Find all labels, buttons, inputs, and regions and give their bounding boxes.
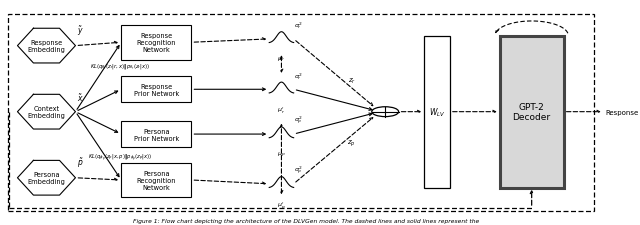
Text: $\sigma_p^2$: $\sigma_p^2$ [294,164,302,176]
Text: $KL(q_{\phi_p}(z_p|x,p)\| p_{\phi_p}(z_p|x))$: $KL(q_{\phi_p}(z_p|x,p)\| p_{\phi_p}(z_p… [88,152,152,163]
Text: $\tilde{p}$: $\tilde{p}$ [77,156,83,169]
FancyBboxPatch shape [121,163,191,198]
Text: Response
Recognition
Network: Response Recognition Network [136,33,176,53]
Text: Context
Embedding: Context Embedding [28,106,65,119]
Text: GPT-2
Decoder: GPT-2 Decoder [513,103,551,122]
Polygon shape [17,95,76,129]
Text: Response
Embedding: Response Embedding [28,40,65,53]
FancyBboxPatch shape [424,36,450,188]
Text: $\tilde{y}$: $\tilde{y}$ [77,24,83,38]
Text: Response
Prior Network: Response Prior Network [134,83,179,96]
Polygon shape [17,161,76,195]
Text: Response: Response [605,109,638,115]
FancyBboxPatch shape [500,36,564,188]
FancyBboxPatch shape [121,122,191,147]
Text: $\sigma_r^2$: $\sigma_r^2$ [294,71,302,81]
Text: Figure 1: Flow chart depicting the architecture of the DLVGen model. The dashed : Figure 1: Flow chart depicting the archi… [132,218,479,223]
Text: $\mu_p$: $\mu_p$ [277,150,285,159]
Text: $\mu_p'$: $\mu_p'$ [277,199,285,211]
Text: $z_r$: $z_r$ [348,76,356,86]
Text: $\tilde{x}$: $\tilde{x}$ [77,92,83,104]
Text: Persona
Recognition
Network: Persona Recognition Network [136,170,176,190]
Text: $\sigma_r^2$: $\sigma_r^2$ [294,20,302,31]
Text: $W_{LV}$: $W_{LV}$ [429,106,445,118]
Text: $\sigma_p^2$: $\sigma_p^2$ [294,115,302,127]
Text: $KL(q_{\theta_r}(z_r|r,x)\| p_{\theta_r}(z_r|x))$: $KL(q_{\theta_r}(z_r|r,x)\| p_{\theta_r}… [90,63,150,72]
Text: $\mu_r'$: $\mu_r'$ [277,105,285,115]
Text: $\mu_r$: $\mu_r$ [277,55,285,63]
FancyBboxPatch shape [121,77,191,103]
Text: Persona
Prior Network: Persona Prior Network [134,128,179,141]
Text: $z_p$: $z_p$ [348,138,356,149]
Polygon shape [17,29,76,64]
Text: Persona
Embedding: Persona Embedding [28,171,65,184]
FancyBboxPatch shape [121,26,191,60]
